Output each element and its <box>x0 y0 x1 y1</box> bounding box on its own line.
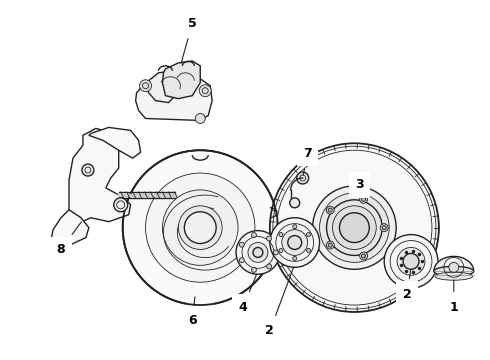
Circle shape <box>362 254 366 258</box>
Circle shape <box>293 225 297 229</box>
Polygon shape <box>163 61 200 99</box>
Text: 2: 2 <box>403 270 412 301</box>
Circle shape <box>196 113 205 123</box>
Circle shape <box>360 195 368 203</box>
Circle shape <box>333 206 376 249</box>
Circle shape <box>319 193 389 262</box>
Ellipse shape <box>435 272 473 280</box>
Circle shape <box>290 198 300 208</box>
Circle shape <box>282 230 308 255</box>
Circle shape <box>382 226 386 230</box>
Circle shape <box>190 218 210 238</box>
Circle shape <box>360 252 368 260</box>
Circle shape <box>122 150 278 305</box>
Text: 1: 1 <box>449 280 458 314</box>
Circle shape <box>449 262 459 272</box>
Circle shape <box>307 248 311 252</box>
Polygon shape <box>69 129 131 225</box>
Text: 3: 3 <box>355 179 368 193</box>
Polygon shape <box>146 71 180 103</box>
Circle shape <box>270 218 319 267</box>
Circle shape <box>328 243 332 247</box>
Circle shape <box>326 206 334 214</box>
Polygon shape <box>89 127 141 158</box>
Text: 7: 7 <box>303 147 312 175</box>
Circle shape <box>163 190 238 265</box>
Text: 6: 6 <box>188 297 196 327</box>
Text: 4: 4 <box>239 274 257 314</box>
Circle shape <box>397 247 425 275</box>
Circle shape <box>326 200 382 255</box>
Ellipse shape <box>434 266 474 276</box>
Circle shape <box>251 233 256 238</box>
Circle shape <box>184 212 216 243</box>
Circle shape <box>270 143 439 312</box>
Circle shape <box>140 80 151 92</box>
Circle shape <box>340 213 369 243</box>
Circle shape <box>297 172 309 184</box>
Circle shape <box>362 197 366 201</box>
Circle shape <box>267 236 271 241</box>
Circle shape <box>279 233 283 237</box>
Text: 2: 2 <box>266 267 294 337</box>
Circle shape <box>288 235 302 249</box>
Polygon shape <box>434 256 474 271</box>
Circle shape <box>313 186 396 269</box>
Polygon shape <box>51 210 89 247</box>
Text: 5: 5 <box>181 17 196 63</box>
Circle shape <box>267 264 271 269</box>
Circle shape <box>384 235 438 288</box>
Circle shape <box>293 256 297 260</box>
Circle shape <box>114 198 128 212</box>
Circle shape <box>279 248 283 252</box>
Text: 8: 8 <box>57 222 81 256</box>
Circle shape <box>199 85 211 96</box>
Circle shape <box>307 233 311 237</box>
Circle shape <box>82 164 94 176</box>
Circle shape <box>239 258 245 263</box>
Circle shape <box>328 208 332 212</box>
Circle shape <box>380 224 388 231</box>
Circle shape <box>273 250 278 255</box>
Circle shape <box>239 242 245 247</box>
Circle shape <box>253 247 263 257</box>
Circle shape <box>248 243 268 262</box>
Circle shape <box>236 231 280 274</box>
Circle shape <box>178 206 222 249</box>
Circle shape <box>326 241 334 249</box>
Polygon shape <box>136 79 212 121</box>
Circle shape <box>251 267 256 272</box>
Circle shape <box>146 173 255 282</box>
Circle shape <box>403 253 419 269</box>
